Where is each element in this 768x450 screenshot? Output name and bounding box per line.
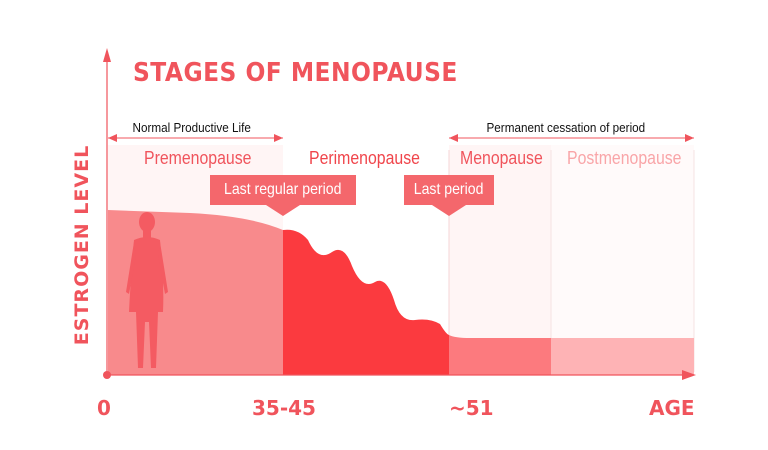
origin-dot <box>103 371 111 379</box>
x-axis-age-label: AGE <box>649 396 695 420</box>
cessation-left-arrow <box>449 134 458 142</box>
x-tick-35-45: 35-45 <box>252 396 316 420</box>
stage-menopause: Menopause <box>460 148 543 168</box>
last-period-text: Last period <box>414 181 484 198</box>
last-period-callout-shape <box>404 175 494 216</box>
normal-life-label: Normal Productive Life <box>128 120 256 135</box>
last-regular-period-text: Last regular period <box>224 181 342 198</box>
x-axis-arrow <box>682 370 696 380</box>
woman-silhouette-icon <box>126 212 168 368</box>
permanent-cessation-label: Permanent cessation of period <box>482 120 650 135</box>
cessation-right-arrow <box>685 134 694 142</box>
perimenopause-area <box>283 229 449 375</box>
postmenopause-area <box>551 338 694 375</box>
normal-life-right-arrow <box>274 134 283 142</box>
stage-premenopause: Premenopause <box>144 148 252 168</box>
normal-life-left-arrow <box>108 134 117 142</box>
y-axis-label-text: ESTROGEN LEVEL <box>71 144 93 346</box>
page-title: STAGES OF MENOPAUSE <box>133 58 458 88</box>
x-tick-51: ~51 <box>449 396 494 420</box>
last-regular-period-callout: Last regular period <box>210 175 356 205</box>
y-axis-arrow <box>103 48 111 62</box>
postmenopause-panel <box>551 145 694 375</box>
last-regular-period-callout-shape <box>210 175 356 216</box>
last-period-callout: Last period <box>404 175 494 205</box>
menopause-area <box>449 335 551 375</box>
stage-postmenopause: Postmenopause <box>567 148 682 168</box>
stage-perimenopause: Perimenopause <box>309 148 420 168</box>
x-tick-0: 0 <box>97 396 111 420</box>
